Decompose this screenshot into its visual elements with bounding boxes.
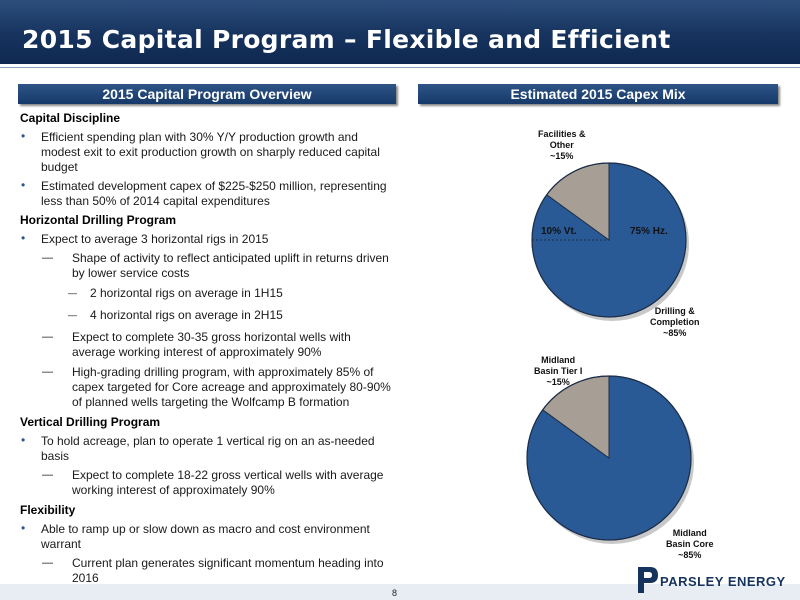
logo-mark-icon	[638, 567, 658, 593]
bullet-text: High-grading drilling program, with appr…	[72, 365, 391, 409]
bullet-text: Expect to complete 18-22 gross vertical …	[72, 468, 384, 497]
dash-icon: —	[68, 310, 77, 320]
bullet-text: 2 horizontal rigs on average in 1H15	[90, 286, 283, 300]
bullet-item: • Expect to average 3 horizontal rigs in …	[20, 231, 392, 247]
sub-bullet-item: — Shape of activity to reflect anticipate…	[20, 251, 392, 281]
bullet-item: • Able to ramp up or slow down as macro a…	[20, 521, 392, 552]
section-heading: Horizontal Drilling Program	[20, 213, 177, 227]
acreage-pie-chart	[526, 375, 694, 544]
footer-band	[0, 584, 800, 600]
title-rule	[0, 67, 800, 68]
section-heading: Vertical Drilling Program	[20, 415, 161, 429]
pie-label-vertical: 10% Vt.	[541, 226, 577, 237]
pie-label-core: Midland Basin Core ~85%	[666, 528, 714, 560]
dash-icon: —	[42, 469, 53, 481]
pie-label-drilling: Drilling & Completion ~85%	[650, 306, 700, 338]
bullet-text: Able to ramp up or slow down as macro an…	[41, 522, 370, 551]
section-heading: Capital Discipline	[20, 111, 121, 125]
bullet-text: Estimated development capex of $225-$250…	[41, 179, 387, 208]
bullet-item: • Estimated development capex of $225-$25…	[20, 178, 392, 209]
sub-bullet-item: — High-grading drilling program, with app…	[20, 365, 392, 410]
bullet-text: Expect to complete 30-35 gross horizonta…	[72, 330, 351, 359]
dash-icon: —	[42, 331, 53, 343]
bullet-icon: •	[21, 433, 26, 447]
sub-sub-bullet-item: — 4 horizontal rigs on average in 2H15	[20, 308, 392, 323]
bullet-icon: •	[21, 178, 26, 192]
page-title: 2015 Capital Program – Flexible and Effi…	[22, 25, 671, 54]
bullet-icon: •	[21, 231, 26, 245]
pie-label-tier1: Midland Basin Tier I ~15%	[534, 355, 583, 387]
sub-bullet-item: — Expect to complete 18-22 gross vertical…	[20, 468, 392, 498]
bullet-text: Efficient spending plan with 30% Y/Y pro…	[41, 130, 380, 174]
section-heading: Flexibility	[20, 503, 76, 517]
capex-mix-banner: Estimated 2015 Capex Mix	[418, 84, 778, 104]
pie-label-facilities: Facilities & Other ~15%	[538, 129, 586, 161]
sub-bullet-item: — Current plan generates significant mome…	[20, 556, 392, 586]
title-divider	[0, 64, 800, 67]
bullet-text: To hold acreage, plan to operate 1 verti…	[41, 434, 375, 463]
dash-icon: —	[42, 557, 53, 569]
bullet-text: Current plan generates significant momen…	[72, 556, 384, 585]
pie-label-horizontal: 75% Hz.	[630, 226, 668, 237]
sub-sub-bullet-item: — 2 horizontal rigs on average in 1H15	[20, 286, 392, 301]
overview-banner: 2015 Capital Program Overview	[18, 84, 396, 104]
overview-content: Capital Discipline • Efficient spending p…	[20, 111, 392, 591]
dash-icon: —	[68, 288, 77, 298]
dash-icon: —	[42, 366, 53, 378]
page-number: 8	[392, 588, 398, 598]
bullet-text: Expect to average 3 horizontal rigs in 2…	[41, 232, 269, 246]
sub-bullet-item: — Expect to complete 30-35 gross horizont…	[20, 330, 392, 360]
pie-outline	[526, 375, 692, 541]
bullet-icon: •	[21, 129, 26, 143]
logo-text: PARSLEY ENERGY	[660, 574, 786, 589]
dash-icon: —	[42, 252, 53, 264]
company-logo: PARSLEY ENERGY	[636, 563, 796, 595]
bullet-text: 4 horizontal rigs on average in 2H15	[90, 308, 283, 322]
bullet-item: • To hold acreage, plan to operate 1 vert…	[20, 433, 392, 464]
bullet-text: Shape of activity to reflect anticipated…	[72, 251, 389, 280]
bullet-icon: •	[21, 521, 26, 535]
bullet-item: • Efficient spending plan with 30% Y/Y pr…	[20, 129, 392, 175]
title-bar: 2015 Capital Program – Flexible and Effi…	[0, 0, 800, 64]
capex-pie-chart	[531, 162, 689, 321]
